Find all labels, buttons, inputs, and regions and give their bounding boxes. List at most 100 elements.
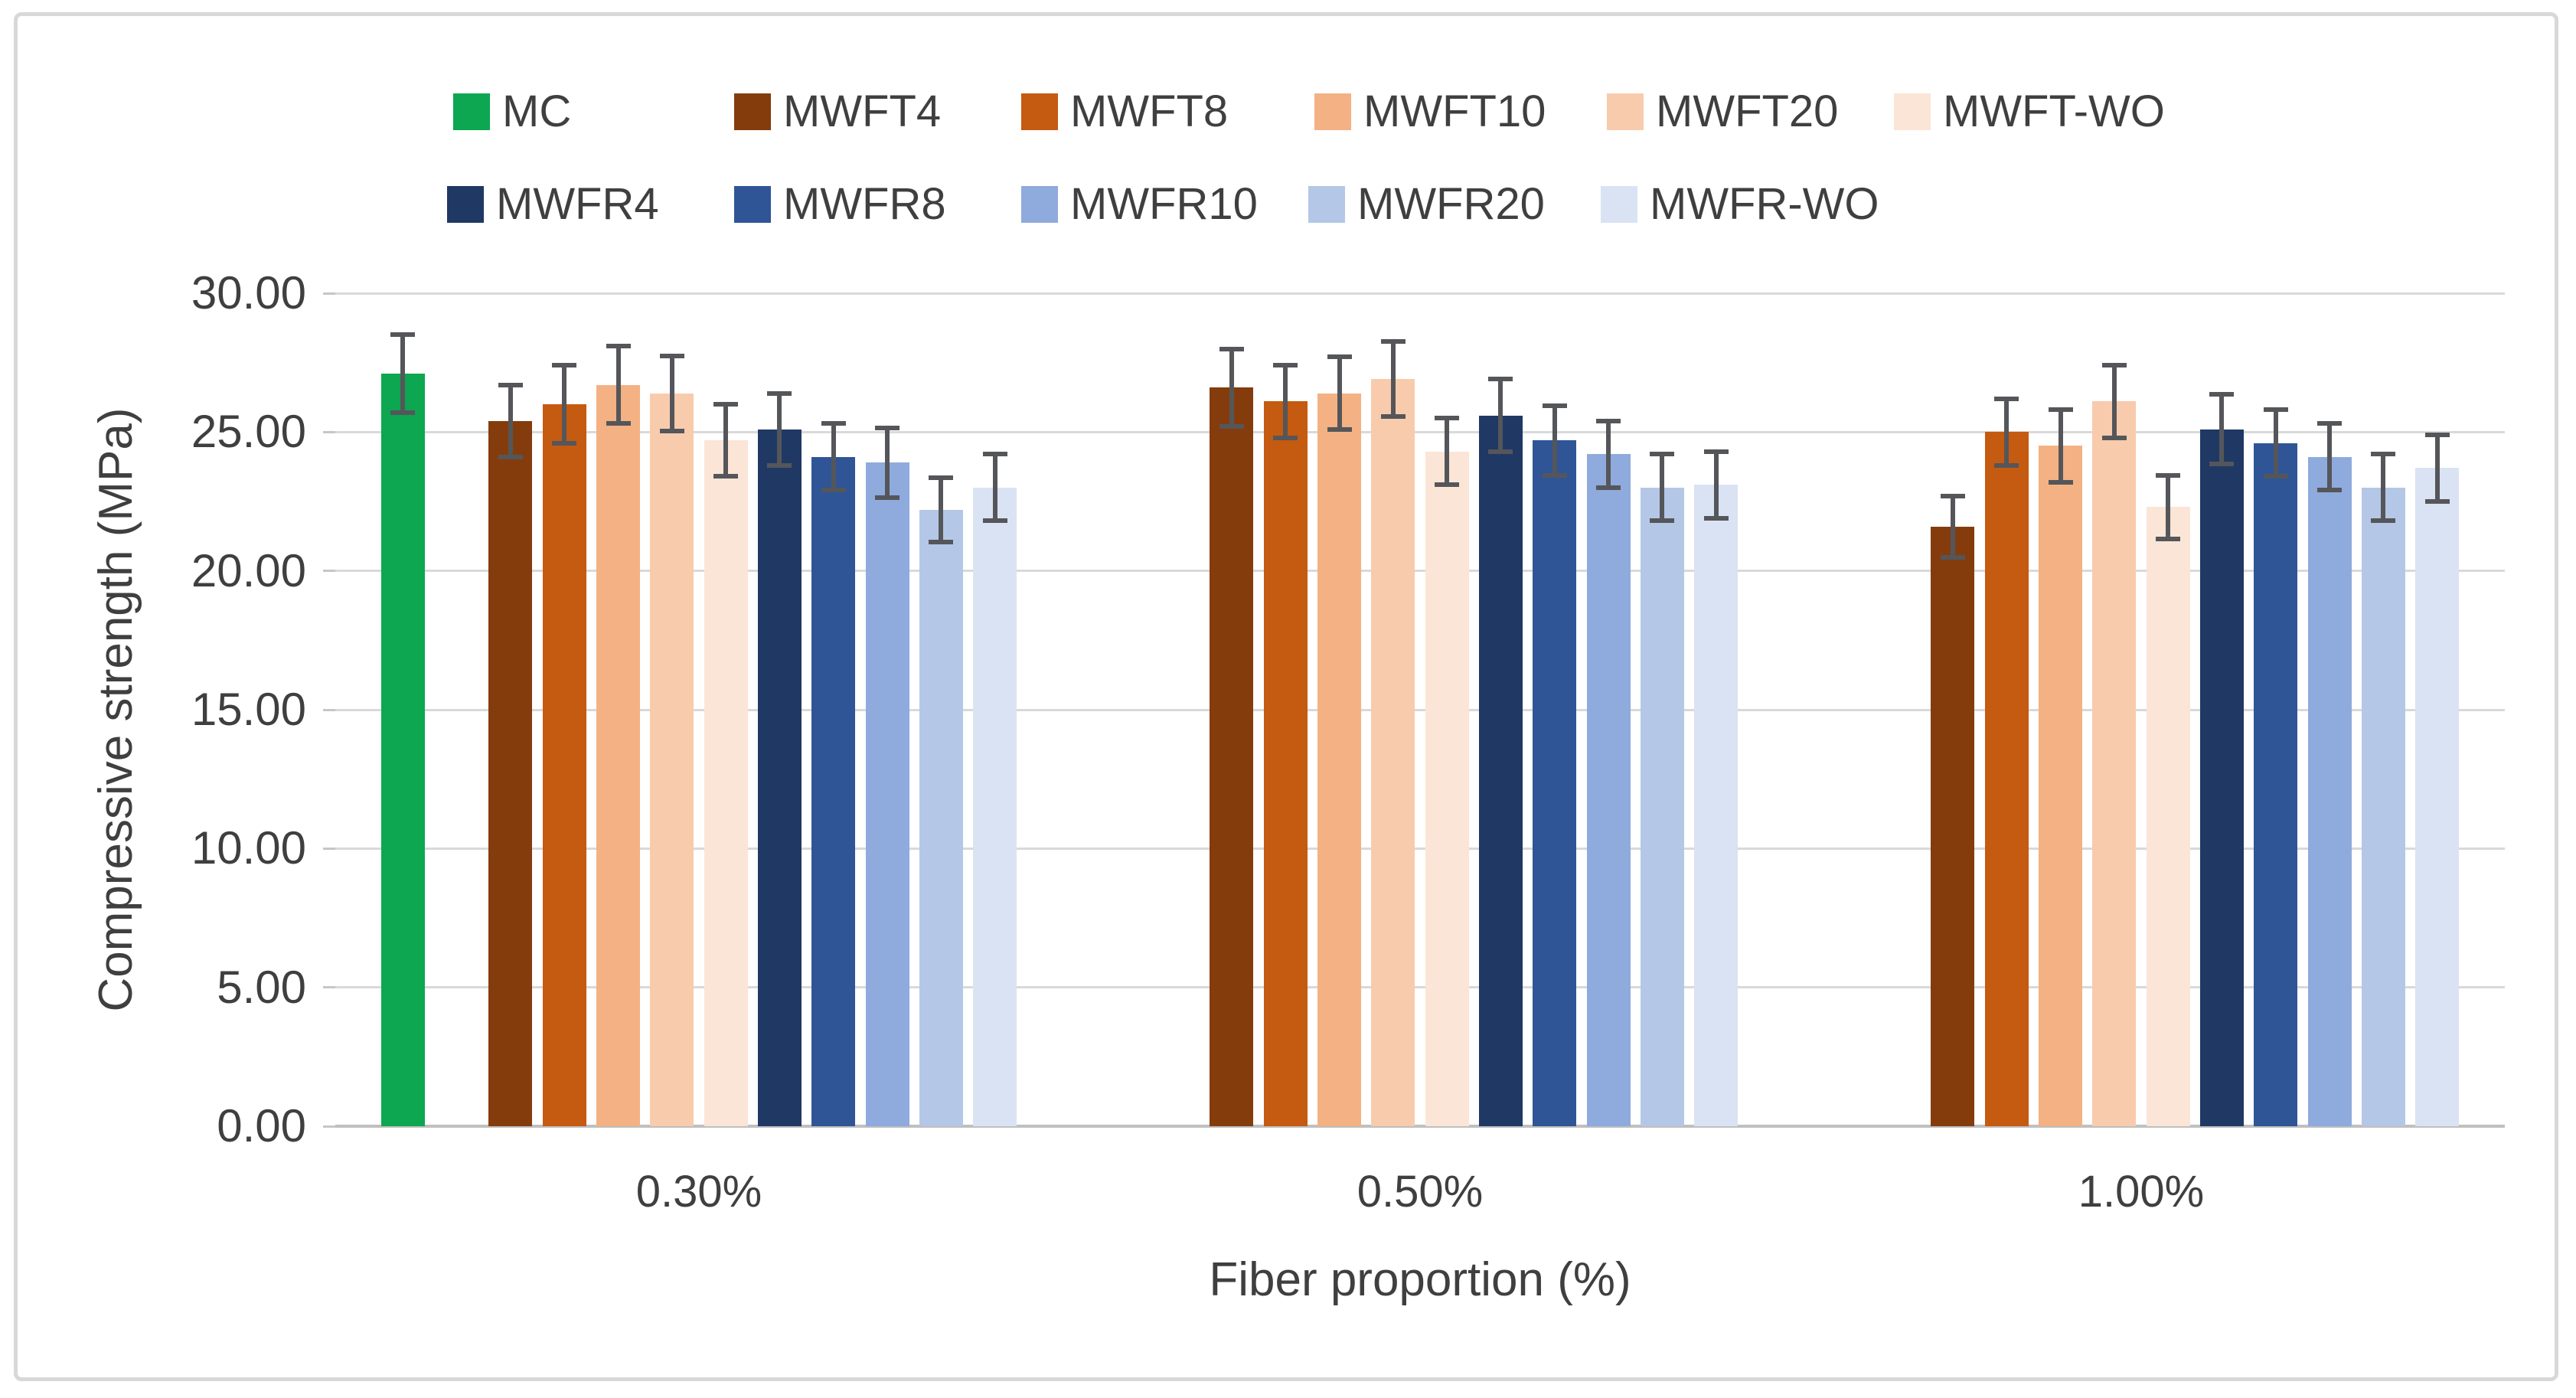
legend-swatch-mwft8-icon <box>1021 93 1058 130</box>
errorbar-mwfr20-cat2-bottom-cap <box>2371 518 2396 524</box>
legend-label: MWFT8 <box>1070 87 1229 136</box>
bar-mwft8-cat1 <box>1263 401 1308 1126</box>
gridline-30 <box>335 292 2505 295</box>
legend-item-mc: MC <box>453 89 571 135</box>
legend-label: MWFR-WO <box>1650 179 1879 229</box>
errorbar-mwft-wo-cat1-bottom-cap <box>1435 482 1460 488</box>
y-axis-tick <box>323 570 335 573</box>
errorbar-mwfr10-cat1-bottom-cap <box>1596 485 1621 490</box>
x-category-label-0-30-: 0.30% <box>635 1167 762 1217</box>
errorbar-mwfr10-cat2 <box>2327 423 2333 491</box>
legend-item-mwfr4: MWFR4 <box>447 181 659 227</box>
errorbar-mc-cat0-top-cap <box>390 332 416 338</box>
errorbar-mwft10-cat0-top-cap <box>606 343 631 348</box>
errorbar-mwft8-cat0-top-cap <box>552 363 577 368</box>
errorbar-mwfr-wo-cat2 <box>2434 434 2440 501</box>
errorbar-mwft8-cat2-top-cap <box>1994 396 2019 401</box>
errorbar-mwft8-cat2 <box>2004 398 2010 465</box>
errorbar-mwfr10-cat0 <box>885 427 890 498</box>
bar-mwft10-cat2 <box>2039 446 2083 1126</box>
bar-mwfr-wo-cat2 <box>2415 468 2460 1126</box>
legend-item-mwft20: MWFT20 <box>1607 89 1838 135</box>
bar-mwfr-wo-cat0 <box>973 487 1017 1126</box>
errorbar-mwft20-cat1 <box>1390 341 1396 417</box>
bar-mwft20-cat0 <box>650 393 694 1126</box>
errorbar-mwfr20-cat1 <box>1660 454 1665 521</box>
errorbar-mwft20-cat2 <box>2111 365 2117 438</box>
errorbar-mwfr10-cat2-top-cap <box>2317 421 2343 426</box>
bar-mwfr10-cat1 <box>1586 454 1631 1126</box>
errorbar-mwft10-cat1-bottom-cap <box>1327 426 1352 432</box>
errorbar-mwft4-cat0-bottom-cap <box>498 454 523 459</box>
errorbar-mwft20-cat1-bottom-cap <box>1380 414 1406 420</box>
legend-label: MWFT20 <box>1656 87 1839 136</box>
errorbar-mwft10-cat2-bottom-cap <box>2048 479 2073 485</box>
gridline-15 <box>335 708 2505 711</box>
bar-mwft-wo-cat2 <box>2146 507 2190 1126</box>
y-axis-tick <box>323 847 335 850</box>
errorbar-mwfr20-cat1-bottom-cap <box>1650 518 1675 524</box>
legend-swatch-mwfr8-icon <box>734 186 771 223</box>
errorbar-mwfr8-cat0 <box>831 423 836 491</box>
y-axis-title: Compressive strength (MPa) <box>90 407 142 1012</box>
legend-item-mwft4: MWFT4 <box>734 89 941 135</box>
errorbar-mwfr-wo-cat0 <box>992 454 997 521</box>
bar-mwft-wo-cat1 <box>1425 451 1469 1126</box>
bar-mwfr-wo-cat1 <box>1694 485 1739 1126</box>
y-tick-label: 0.00 <box>217 1100 306 1151</box>
legend-item-mwfr20: MWFR20 <box>1308 181 1545 227</box>
errorbar-mwfr8-cat1-bottom-cap <box>1542 472 1567 478</box>
errorbar-mwfr-wo-cat2-top-cap <box>2424 432 2450 437</box>
errorbar-mwft20-cat0-top-cap <box>659 353 684 358</box>
errorbar-mwfr4-cat0 <box>777 393 782 465</box>
y-axis-tick <box>323 292 335 295</box>
x-category-label-1-00-: 1.00% <box>2078 1167 2205 1217</box>
errorbar-mwfr20-cat0 <box>939 478 944 542</box>
errorbar-mwfr4-cat0-bottom-cap <box>767 462 792 468</box>
errorbar-mwfr4-cat2-top-cap <box>2209 392 2235 397</box>
x-category-label-0-50-: 0.50% <box>1357 1167 1484 1217</box>
bar-mwfr8-cat2 <box>2254 443 2298 1126</box>
errorbar-mwft-wo-cat0-top-cap <box>713 402 739 407</box>
gridline-0 <box>335 1125 2505 1128</box>
bar-mwft4-cat1 <box>1210 387 1254 1126</box>
errorbar-mwfr4-cat2 <box>2219 394 2225 465</box>
y-axis-tick <box>323 986 335 989</box>
legend-label: MC <box>502 87 572 136</box>
errorbar-mwft4-cat2-bottom-cap <box>1940 554 1965 560</box>
bar-mwft10-cat0 <box>596 384 641 1126</box>
legend-item-mwfr10: MWFR10 <box>1021 181 1258 227</box>
bar-mwft-wo-cat0 <box>704 440 748 1126</box>
legend-label: MWFR4 <box>496 179 659 229</box>
legend-item-mwft8: MWFT8 <box>1021 89 1228 135</box>
errorbar-mwft10-cat0 <box>615 345 621 424</box>
bar-mwfr10-cat0 <box>865 462 909 1126</box>
errorbar-mwft8-cat0-bottom-cap <box>552 440 577 446</box>
errorbar-mwft4-cat2 <box>1950 495 1955 557</box>
bar-mwfr8-cat1 <box>1533 440 1577 1126</box>
bar-mwfr20-cat1 <box>1640 487 1684 1126</box>
gridline-20 <box>335 570 2505 573</box>
errorbar-mwfr4-cat1-bottom-cap <box>1488 449 1513 454</box>
legend-swatch-mwfr-wo-icon <box>1601 186 1637 223</box>
bar-mwft4-cat2 <box>1931 526 1975 1126</box>
errorbar-mwfr8-cat2 <box>2273 410 2278 477</box>
errorbar-mwfr4-cat1 <box>1498 379 1503 452</box>
legend-swatch-mwfr10-icon <box>1021 186 1058 223</box>
y-tick-label: 20.00 <box>191 544 306 596</box>
y-tick-label: 5.00 <box>217 961 306 1013</box>
errorbar-mwfr10-cat0-top-cap <box>875 425 900 430</box>
errorbar-mwfr4-cat0-top-cap <box>767 390 792 396</box>
bar-mwft8-cat0 <box>542 404 586 1126</box>
legend-swatch-mwft10-icon <box>1314 93 1351 130</box>
legend-label: MWFR20 <box>1357 179 1545 229</box>
bar-mwft10-cat1 <box>1317 393 1362 1126</box>
errorbar-mwfr-wo-cat1-bottom-cap <box>1703 515 1729 521</box>
errorbar-mwfr8-cat0-top-cap <box>821 421 846 426</box>
legend-item-mwft10: MWFT10 <box>1314 89 1546 135</box>
errorbar-mwfr8-cat0-bottom-cap <box>821 488 846 493</box>
errorbar-mwfr-wo-cat1-top-cap <box>1703 449 1729 454</box>
y-tick-label: 30.00 <box>191 267 306 318</box>
errorbar-mwft8-cat1 <box>1283 365 1288 438</box>
